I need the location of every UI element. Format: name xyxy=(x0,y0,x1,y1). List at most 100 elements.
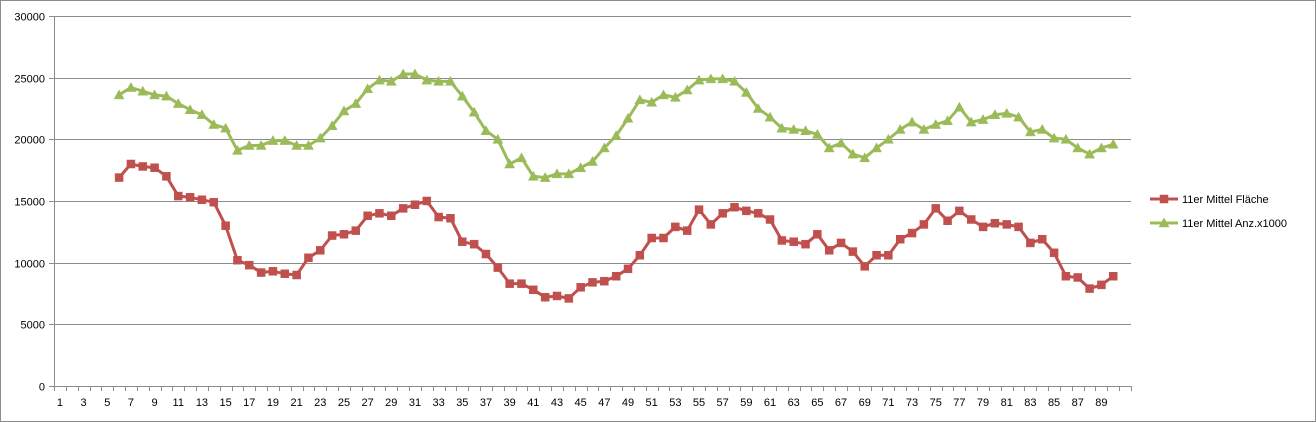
data-point xyxy=(587,156,598,166)
data-point xyxy=(326,120,338,131)
data-point xyxy=(446,214,455,223)
data-point xyxy=(221,221,230,230)
data-point xyxy=(753,209,763,218)
data-point xyxy=(292,270,301,280)
x-tick-label: 1 xyxy=(57,397,63,409)
x-tick-label: 81 xyxy=(1001,397,1013,409)
data-point xyxy=(1073,273,1082,282)
data-point xyxy=(906,116,918,127)
data-point xyxy=(1013,111,1024,122)
x-tick-label: 15 xyxy=(219,397,231,409)
data-point xyxy=(859,152,871,163)
data-point xyxy=(646,96,658,107)
data-point xyxy=(279,135,291,145)
data-point xyxy=(788,123,800,134)
legend-swatch-marker xyxy=(1159,194,1169,204)
data-point xyxy=(172,98,184,108)
data-point xyxy=(789,237,798,246)
y-tick-label: 20000 xyxy=(14,135,45,147)
data-point xyxy=(245,260,254,270)
x-tick-label: 89 xyxy=(1095,397,1107,409)
data-point xyxy=(600,276,609,286)
data-point xyxy=(990,218,1000,228)
x-tick-label: 55 xyxy=(693,397,705,409)
data-point xyxy=(742,206,751,216)
data-point xyxy=(930,119,942,129)
data-point xyxy=(682,226,692,235)
x-tick-label: 27 xyxy=(362,397,374,409)
x-tick-label: 43 xyxy=(551,397,563,409)
data-point xyxy=(907,228,917,238)
data-point xyxy=(1049,248,1059,258)
data-point xyxy=(162,172,171,181)
data-point xyxy=(800,125,811,135)
data-point xyxy=(125,82,137,92)
data-point xyxy=(610,130,622,140)
data-point xyxy=(1108,271,1118,281)
x-tick-label: 33 xyxy=(433,397,445,409)
data-point xyxy=(693,74,705,85)
x-tick-label: 79 xyxy=(977,397,989,409)
legend-label: 11er Mittel Anz.x1000 xyxy=(1182,218,1287,230)
data-point xyxy=(149,89,161,100)
data-point xyxy=(813,230,822,239)
data-point xyxy=(989,109,1001,119)
y-tick-label: 30000 xyxy=(14,12,45,24)
data-point xyxy=(563,168,575,179)
data-point xyxy=(588,278,597,287)
data-point xyxy=(280,269,290,279)
data-point xyxy=(1037,234,1047,244)
data-point xyxy=(398,204,408,213)
data-point xyxy=(113,89,125,100)
data-point xyxy=(729,75,740,86)
data-point xyxy=(659,233,668,243)
data-point xyxy=(977,114,989,124)
data-point xyxy=(505,279,514,288)
data-point xyxy=(458,237,467,246)
data-point xyxy=(161,90,172,101)
legend-label: 11er Mittel Fläche xyxy=(1182,194,1269,206)
x-tick-label: 35 xyxy=(456,397,468,409)
data-point xyxy=(576,283,585,292)
x-tick-label: 9 xyxy=(152,397,158,409)
data-point xyxy=(552,291,562,301)
x-tick-label: 31 xyxy=(409,397,421,409)
data-point xyxy=(623,264,633,274)
data-point xyxy=(114,173,124,182)
x-tick-label: 71 xyxy=(882,397,894,409)
y-tick-label: 5000 xyxy=(21,320,45,332)
x-tick-label: 67 xyxy=(835,397,847,409)
legend-entry: 11er Mittel Anz.x1000 xyxy=(1150,217,1287,230)
x-tick-label: 37 xyxy=(480,397,492,409)
data-point xyxy=(943,216,952,225)
data-point xyxy=(256,268,266,277)
y-tick-label: 25000 xyxy=(14,74,45,86)
x-tick-label: 61 xyxy=(764,397,776,409)
x-tick-label: 29 xyxy=(385,397,397,409)
data-point xyxy=(931,204,940,213)
data-point xyxy=(622,112,634,123)
x-tick-label: 59 xyxy=(740,397,752,409)
data-point xyxy=(410,200,420,209)
x-tick-label: 53 xyxy=(669,397,681,409)
data-point xyxy=(267,135,279,145)
data-point xyxy=(824,246,834,255)
data-point xyxy=(303,139,314,150)
x-tick-label: 13 xyxy=(196,397,208,409)
x-tick-label: 19 xyxy=(267,397,279,409)
data-point xyxy=(740,86,752,97)
legend-entry: 11er Mittel Fläche xyxy=(1150,194,1269,206)
series-2 xyxy=(113,68,1119,182)
data-point xyxy=(635,251,645,260)
data-point xyxy=(208,119,220,129)
data-point xyxy=(1072,142,1084,153)
data-point xyxy=(314,132,326,143)
data-point xyxy=(540,292,550,302)
data-point xyxy=(138,162,148,171)
data-point xyxy=(480,125,492,135)
data-point xyxy=(529,285,538,295)
data-point xyxy=(351,226,361,235)
data-point xyxy=(374,74,385,85)
data-point xyxy=(1061,271,1071,281)
data-point xyxy=(150,163,159,172)
